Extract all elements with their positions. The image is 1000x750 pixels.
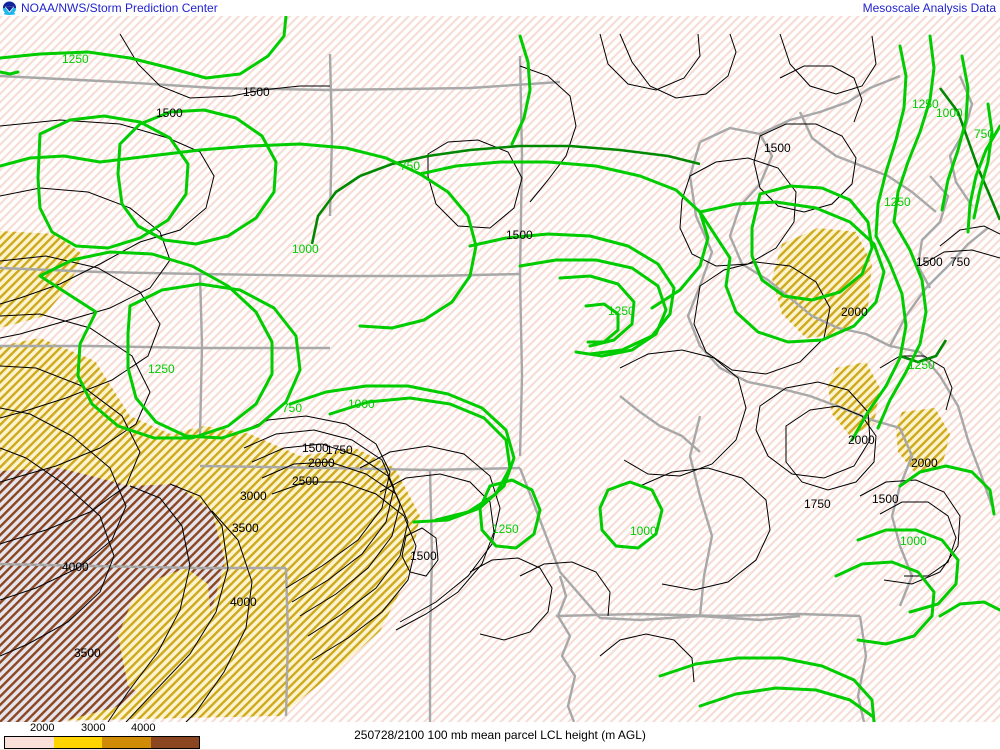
svg-text:1250: 1250 [608, 304, 635, 318]
svg-text:2000: 2000 [848, 433, 875, 447]
svg-text:1000: 1000 [292, 242, 319, 256]
fill-region-yellow-island [118, 568, 212, 706]
svg-text:750: 750 [950, 255, 970, 269]
svg-text:4000: 4000 [230, 595, 257, 609]
colorbar-tick-3: 4000 [131, 722, 156, 734]
svg-text:1500: 1500 [916, 255, 943, 269]
svg-text:750: 750 [974, 127, 994, 141]
colorbar-swatch-3000 [102, 737, 151, 748]
svg-text:1500: 1500 [506, 228, 533, 242]
header-subtitle: Mesoscale Analysis Data [862, 1, 996, 15]
svg-text:1500: 1500 [764, 141, 791, 155]
svg-text:750: 750 [282, 401, 302, 415]
colorbar-swatch-1500 [5, 737, 54, 748]
svg-text:1000: 1000 [630, 524, 657, 538]
colorbar-tick-2: 3000 [81, 722, 106, 734]
legend-bar: 2000 3000 4000 250728/2100 100 mb mean p… [0, 722, 1000, 750]
colorbar-swatch-4000 [150, 737, 199, 748]
svg-text:3000: 3000 [240, 489, 267, 503]
colorbar-ticks: 2000 3000 4000 [0, 722, 230, 735]
svg-text:1250: 1250 [62, 52, 89, 66]
contour-labels-green: 1250 750 1000 1250 1250 750 1000 1250 12… [62, 52, 994, 548]
svg-text:1500: 1500 [243, 85, 270, 99]
svg-text:1000: 1000 [348, 397, 375, 411]
svg-text:1250: 1250 [492, 522, 519, 536]
svg-text:750: 750 [400, 159, 420, 173]
noaa-logo-icon [2, 1, 17, 15]
svg-text:1500: 1500 [410, 549, 437, 563]
svg-text:1000: 1000 [900, 534, 927, 548]
svg-text:2000: 2000 [308, 456, 335, 470]
svg-text:1750: 1750 [326, 443, 353, 457]
svg-text:1500: 1500 [302, 441, 329, 455]
svg-text:1250: 1250 [912, 97, 939, 111]
colorbar[interactable] [4, 736, 200, 749]
svg-text:3500: 3500 [74, 646, 101, 660]
page-header: NOAA/NWS/Storm Prediction Center Mesosca… [0, 0, 1000, 17]
colorbar-swatch-2000 [53, 737, 102, 748]
svg-text:2500: 2500 [292, 474, 319, 488]
fill-region-yellow-east [896, 408, 950, 474]
svg-text:1250: 1250 [884, 195, 911, 209]
svg-text:1500: 1500 [156, 106, 183, 120]
fill-region-yellow-mi [772, 228, 872, 338]
map-svg: 1250 750 1000 1250 1250 750 1000 1250 12… [0, 16, 1000, 722]
contours-green [0, 16, 1000, 722]
map-canvas[interactable]: 1250 750 1000 1250 1250 750 1000 1250 12… [0, 16, 1000, 722]
svg-text:2000: 2000 [841, 305, 868, 319]
svg-text:1750: 1750 [804, 497, 831, 511]
fill-region-yellow-nw [0, 231, 82, 328]
map-caption: 250728/2100 100 mb mean parcel LCL heigh… [354, 728, 646, 742]
svg-text:1500: 1500 [872, 492, 899, 506]
header-title: NOAA/NWS/Storm Prediction Center [21, 1, 218, 15]
contours-green-750 [310, 87, 1000, 364]
svg-text:1000: 1000 [936, 106, 963, 120]
svg-text:4000: 4000 [62, 560, 89, 574]
svg-text:1250: 1250 [908, 358, 935, 372]
svg-text:2000: 2000 [911, 456, 938, 470]
svg-text:1250: 1250 [148, 362, 175, 376]
contour-labels-black: 1500 1500 1500 1500 1500 750 2000 2000 2… [62, 85, 970, 660]
svg-text:3500: 3500 [232, 521, 259, 535]
colorbar-tick-1: 2000 [30, 722, 55, 734]
